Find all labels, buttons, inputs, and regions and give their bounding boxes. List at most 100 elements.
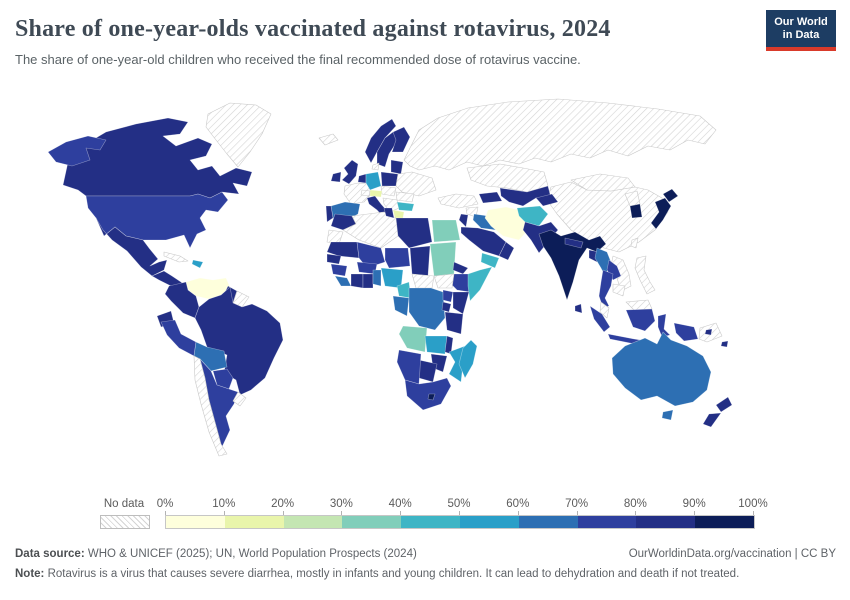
region-russia[interactable] [403, 98, 717, 171]
legend-bin-70-80%[interactable] [577, 516, 637, 528]
region-germany[interactable] [365, 171, 382, 191]
region-eritrea[interactable] [452, 261, 469, 275]
region-kyrgyz-tajik[interactable] [535, 193, 559, 207]
region-madagascar[interactable] [458, 339, 478, 379]
region-benelux[interactable] [357, 173, 367, 184]
region-iran[interactable] [484, 206, 531, 241]
region-usa[interactable] [85, 191, 229, 249]
region-south-africa[interactable] [404, 377, 452, 411]
region-senegal[interactable] [326, 253, 342, 265]
region-paraguay[interactable] [212, 368, 234, 390]
region-cuba[interactable] [163, 251, 189, 263]
region-thailand[interactable] [598, 269, 614, 309]
owid-logo[interactable]: Our World in Data [766, 10, 836, 51]
region-turkey[interactable] [437, 193, 479, 209]
region-libya[interactable] [395, 217, 433, 249]
region-niger[interactable] [384, 247, 411, 269]
region-sierra-leone-liberia[interactable] [334, 275, 352, 287]
region-namibia[interactable] [396, 349, 422, 385]
legend-bin-0-10%[interactable] [166, 516, 225, 528]
region-sudan[interactable] [429, 241, 457, 277]
region-mongolia[interactable] [570, 173, 636, 192]
region-mauritania[interactable] [326, 241, 360, 259]
region-tanzania[interactable] [444, 311, 464, 335]
region-egypt[interactable] [431, 219, 461, 243]
region-romania[interactable] [395, 191, 415, 203]
region-tasmania[interactable] [661, 409, 674, 421]
legend-bin-60-70%[interactable] [518, 516, 578, 528]
region-rwanda-burundi[interactable] [441, 301, 452, 313]
region-iraq[interactable] [472, 213, 497, 231]
region-oman[interactable] [498, 241, 515, 261]
region-mexico[interactable] [95, 217, 168, 277]
region-bulgaria[interactable] [396, 201, 415, 212]
region-poland[interactable] [380, 171, 399, 187]
legend-bin-40-50%[interactable] [401, 516, 460, 528]
region-nepal[interactable] [564, 237, 584, 249]
region-kazakhstan[interactable] [466, 163, 549, 193]
legend-bin-90-100%[interactable] [695, 516, 754, 528]
region-peru[interactable] [160, 319, 197, 357]
region-chad[interactable] [409, 245, 431, 277]
region-philippines[interactable] [634, 255, 656, 295]
legend-bin-50-60%[interactable] [459, 516, 519, 528]
region-kenya[interactable] [452, 291, 470, 315]
region-guinea[interactable] [330, 263, 348, 277]
chart-subtitle: The share of one-year-old children who r… [15, 52, 581, 67]
region-malaysia[interactable] [599, 301, 610, 319]
region-mozambique[interactable] [448, 345, 466, 383]
region-greenland[interactable] [205, 102, 272, 168]
region-uruguay[interactable] [232, 391, 247, 407]
region-ireland[interactable] [330, 171, 342, 183]
region-caucasus[interactable] [478, 191, 503, 204]
region-benin-togo[interactable] [372, 269, 382, 287]
region-south-sudan[interactable] [433, 273, 455, 289]
region-tunisia[interactable] [383, 207, 395, 219]
region-japan[interactable] [650, 188, 679, 230]
region-gabon-congo[interactable] [392, 295, 410, 317]
region-drc[interactable] [408, 287, 446, 331]
region-baltics[interactable] [390, 159, 404, 175]
region-uk[interactable] [341, 159, 359, 185]
region-denmark[interactable] [371, 162, 380, 171]
region-alaska[interactable] [47, 135, 107, 167]
region-botswana[interactable] [418, 359, 438, 383]
region-south-korea[interactable] [629, 203, 643, 219]
region-ivory-coast[interactable] [350, 273, 364, 289]
region-angola[interactable] [398, 325, 428, 353]
region-cambodia[interactable] [612, 283, 626, 297]
region-yemen[interactable] [480, 252, 500, 269]
region-canada[interactable] [62, 117, 253, 199]
region-switzerland[interactable] [360, 189, 371, 197]
legend-bin-20-30%[interactable] [283, 516, 343, 528]
legend-bin-80-90%[interactable] [636, 516, 696, 528]
region-borneo-malaysia[interactable] [625, 299, 653, 311]
region-portugal[interactable] [325, 205, 334, 223]
region-taiwan[interactable] [630, 237, 639, 249]
no-data-swatch[interactable] [100, 515, 150, 529]
legend-bin-10-20%[interactable] [224, 516, 284, 528]
region-belarus-ukraine[interactable] [395, 171, 437, 197]
region-india[interactable] [538, 229, 607, 301]
region-somalia[interactable] [467, 266, 493, 302]
region-melanesia[interactable] [704, 328, 729, 348]
region-lesotho[interactable] [427, 393, 436, 401]
region-ghana[interactable] [362, 273, 374, 289]
region-austria[interactable] [369, 189, 383, 198]
region-iceland[interactable] [318, 133, 339, 146]
region-balkans[interactable] [382, 197, 400, 213]
region-norway[interactable] [364, 118, 397, 164]
region-jordan-israel[interactable] [458, 213, 469, 228]
region-sri-lanka[interactable] [574, 303, 583, 314]
region-finland[interactable] [391, 126, 411, 153]
region-new-zealand[interactable] [702, 396, 733, 428]
region-car[interactable] [411, 273, 435, 289]
region-chile[interactable] [193, 355, 228, 457]
region-central-europe[interactable] [380, 185, 397, 197]
region-uganda[interactable] [442, 289, 454, 303]
region-zambia[interactable] [424, 335, 448, 355]
legend-bin-30-40%[interactable] [342, 516, 402, 528]
rights-link[interactable]: OurWorldinData.org/vaccination | CC BY [628, 548, 836, 560]
region-australia[interactable] [611, 331, 712, 407]
region-hispaniola[interactable] [191, 259, 204, 269]
